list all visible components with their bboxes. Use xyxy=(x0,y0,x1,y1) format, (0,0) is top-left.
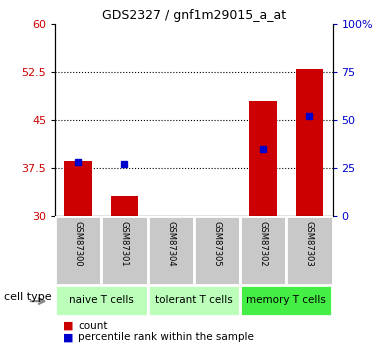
Text: GSM87305: GSM87305 xyxy=(212,221,222,267)
Bar xyxy=(55,285,147,316)
Bar xyxy=(296,69,323,216)
Text: ■: ■ xyxy=(63,321,73,331)
Text: percentile rank within the sample: percentile rank within the sample xyxy=(78,333,254,342)
Bar xyxy=(240,216,286,285)
Bar xyxy=(101,216,147,285)
Bar xyxy=(55,216,101,285)
Bar xyxy=(147,285,240,316)
Text: naive T cells: naive T cells xyxy=(69,295,134,305)
Text: cell type: cell type xyxy=(4,292,51,302)
Bar xyxy=(249,101,277,216)
Title: GDS2327 / gnf1m29015_a_at: GDS2327 / gnf1m29015_a_at xyxy=(102,9,286,22)
Text: GSM87300: GSM87300 xyxy=(74,221,83,267)
Text: GSM87303: GSM87303 xyxy=(305,221,314,267)
Text: GSM87302: GSM87302 xyxy=(259,221,268,267)
Bar xyxy=(286,216,332,285)
Bar xyxy=(240,285,332,316)
Bar xyxy=(147,216,194,285)
Text: GSM87301: GSM87301 xyxy=(120,221,129,267)
Text: ■: ■ xyxy=(63,333,73,342)
Text: tolerant T cells: tolerant T cells xyxy=(155,295,233,305)
Bar xyxy=(64,161,92,216)
Bar xyxy=(111,196,138,216)
Bar xyxy=(194,216,240,285)
Text: count: count xyxy=(78,321,108,331)
Text: GSM87304: GSM87304 xyxy=(166,221,175,267)
Text: memory T cells: memory T cells xyxy=(246,295,326,305)
